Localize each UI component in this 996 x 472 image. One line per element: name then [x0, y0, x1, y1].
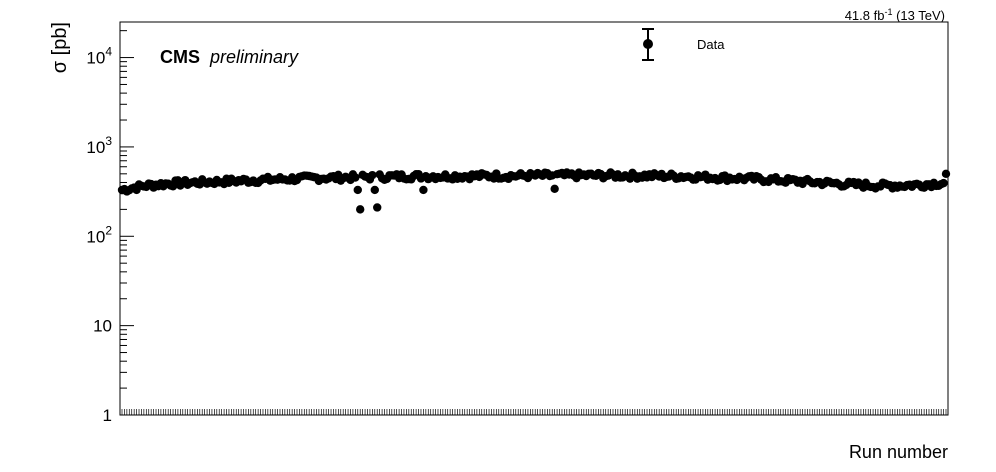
- legend-entry-data: Data: [697, 37, 725, 52]
- data-points: [117, 168, 951, 214]
- y-tick-label: 102: [86, 223, 112, 246]
- data-point-outlier: [550, 184, 559, 193]
- luminosity-label: 41.8 fb-1 (13 TeV): [845, 7, 945, 23]
- data-point: [368, 170, 377, 180]
- y-axis: 1 10 102 103 104: [86, 30, 134, 425]
- data-point-outlier: [353, 185, 362, 195]
- legend: Data: [642, 28, 725, 61]
- x-axis: [121, 409, 947, 415]
- data-point-outlier: [370, 185, 379, 195]
- data-point-outlier: [941, 169, 951, 179]
- data-point: [351, 173, 360, 182]
- data-point-outlier: [356, 205, 365, 214]
- data-point-outlier: [419, 185, 428, 195]
- y-tick-label: 10: [93, 317, 112, 336]
- y-tick-label: 1: [103, 406, 112, 425]
- experiment-label: CMS: [160, 47, 200, 67]
- y-axis-label: σ [pb]: [49, 22, 71, 73]
- data-point-outlier: [373, 203, 382, 212]
- status-label: preliminary: [209, 47, 299, 67]
- legend-marker: [643, 39, 653, 49]
- y-tick-label: 103: [86, 134, 112, 157]
- data-point: [939, 178, 948, 188]
- plot-frame: [119, 21, 949, 416]
- y-tick-label: 104: [86, 45, 112, 68]
- x-axis-label: Run number: [849, 442, 948, 462]
